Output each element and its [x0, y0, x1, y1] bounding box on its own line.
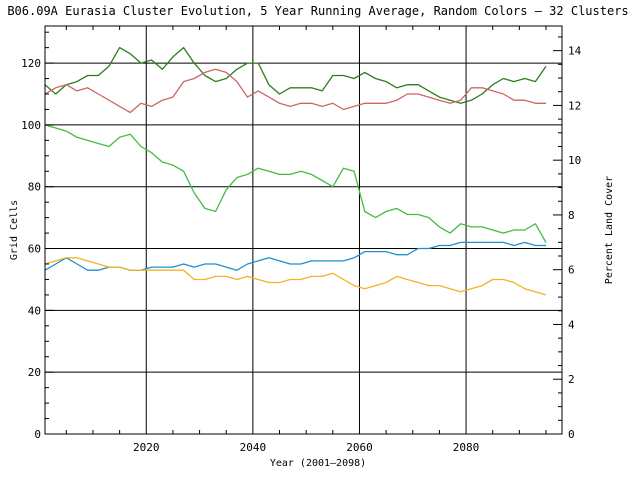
- y-tick-label: 20: [28, 366, 41, 379]
- series-line-1: [44, 46, 547, 104]
- x-tick-label: 2060: [346, 441, 373, 454]
- y2-tick-label: 14: [568, 45, 582, 58]
- x-tick-label: 2080: [453, 441, 480, 454]
- x-tick-label: 2020: [133, 441, 160, 454]
- x-tick-label: 2040: [240, 441, 267, 454]
- plot-frame: [44, 25, 563, 435]
- y2-tick-label: 0: [568, 428, 575, 441]
- y2-tick-label: 12: [568, 99, 581, 112]
- y-axis-label: Grid Cells: [9, 200, 20, 260]
- y-tick-label: 0: [34, 428, 41, 441]
- x-axis-label: Year (2001–2098): [270, 458, 366, 469]
- y2-tick-label: 4: [568, 318, 575, 331]
- y2-tick-label: 10: [568, 154, 581, 167]
- y-tick-label: 100: [21, 119, 41, 132]
- y-tick-label: 60: [28, 243, 41, 256]
- y2-tick-label: 6: [568, 264, 575, 277]
- series-line-3: [44, 124, 547, 243]
- y-tick-label: 120: [21, 57, 41, 70]
- y2-tick-label: 2: [568, 373, 575, 386]
- series-line-4: [44, 241, 546, 271]
- series-line-2: [44, 68, 546, 114]
- y2-tick-label: 8: [568, 209, 575, 222]
- x-axis: 2020 2040 2060 2080: [65, 26, 547, 454]
- grid: [45, 26, 562, 434]
- y-axis-right: 0 2 4 6 8 10 12 14: [553, 36, 582, 441]
- y-axis-left: 0 20 40 60 80 100 120: [21, 31, 54, 441]
- series-line-5: [44, 257, 547, 296]
- chart-title: B06.09A Eurasia Cluster Evolution, 5 Yea…: [7, 4, 628, 18]
- y-tick-label: 80: [28, 181, 41, 194]
- y2-axis-label: Percent Land Cover: [604, 176, 615, 284]
- series-group: [44, 46, 547, 296]
- y-tick-label: 40: [28, 304, 41, 317]
